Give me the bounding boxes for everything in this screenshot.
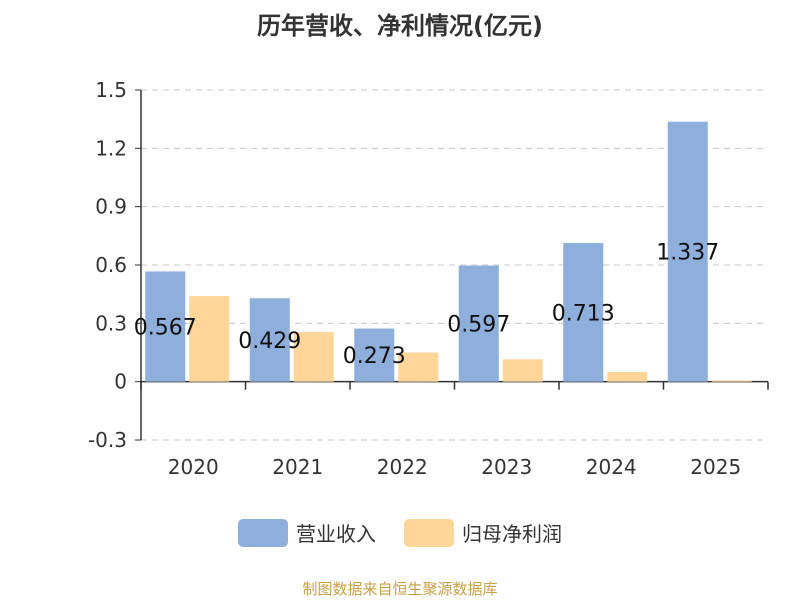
- data-label: 1.337: [656, 241, 719, 266]
- bar-net-profit: [711, 380, 752, 382]
- y-tick-label: -0.3: [88, 428, 127, 452]
- y-tick-label: 1.2: [95, 136, 127, 160]
- x-tick-label: 2020: [168, 455, 219, 479]
- y-tick-label: 1.5: [95, 78, 127, 102]
- bar-net-profit: [502, 359, 543, 382]
- y-tick-label: 0.3: [95, 311, 127, 335]
- legend-label-net-profit: 归母净利润: [462, 522, 562, 546]
- chart-title: 历年营收、净利情况(亿元): [257, 12, 543, 40]
- bar-revenue: [354, 328, 395, 382]
- data-label: 0.597: [447, 313, 510, 338]
- legend-swatch-revenue: [238, 518, 288, 547]
- y-tick-label: 0.9: [95, 195, 127, 219]
- bar-revenue: [249, 298, 290, 382]
- data-label: 0.273: [343, 344, 406, 369]
- legend-item-net-profit[interactable]: 归母净利润: [404, 518, 562, 547]
- bar-revenue: [145, 271, 186, 382]
- bar-net-profit: [189, 296, 230, 382]
- x-tick-label: 2023: [481, 455, 532, 479]
- bar-net-profit: [607, 371, 648, 382]
- x-tick-label: 2021: [272, 455, 323, 479]
- bar-revenue: [667, 121, 708, 382]
- y-tick-label: 0.6: [95, 253, 127, 277]
- source-note: 制图数据来自恒生聚源数据库: [302, 580, 498, 598]
- bar-revenue: [563, 243, 604, 382]
- x-tick-label: 2024: [586, 455, 637, 479]
- legend-swatch-net-profit: [404, 518, 454, 547]
- bar-net-profit: [398, 352, 439, 382]
- legend-label-revenue: 营业收入: [296, 522, 376, 546]
- legend-item-revenue[interactable]: 营业收入: [238, 518, 376, 547]
- x-tick-label: 2022: [377, 455, 428, 479]
- bar-revenue: [458, 265, 499, 382]
- data-label: 0.713: [552, 301, 615, 326]
- x-tick-label: 2025: [690, 455, 741, 479]
- bar-net-profit: [293, 332, 334, 382]
- data-label: 0.567: [134, 316, 197, 341]
- y-tick-label: 0: [114, 370, 127, 394]
- data-label: 0.429: [238, 329, 301, 354]
- legend: 营业收入 归母净利润: [0, 518, 800, 547]
